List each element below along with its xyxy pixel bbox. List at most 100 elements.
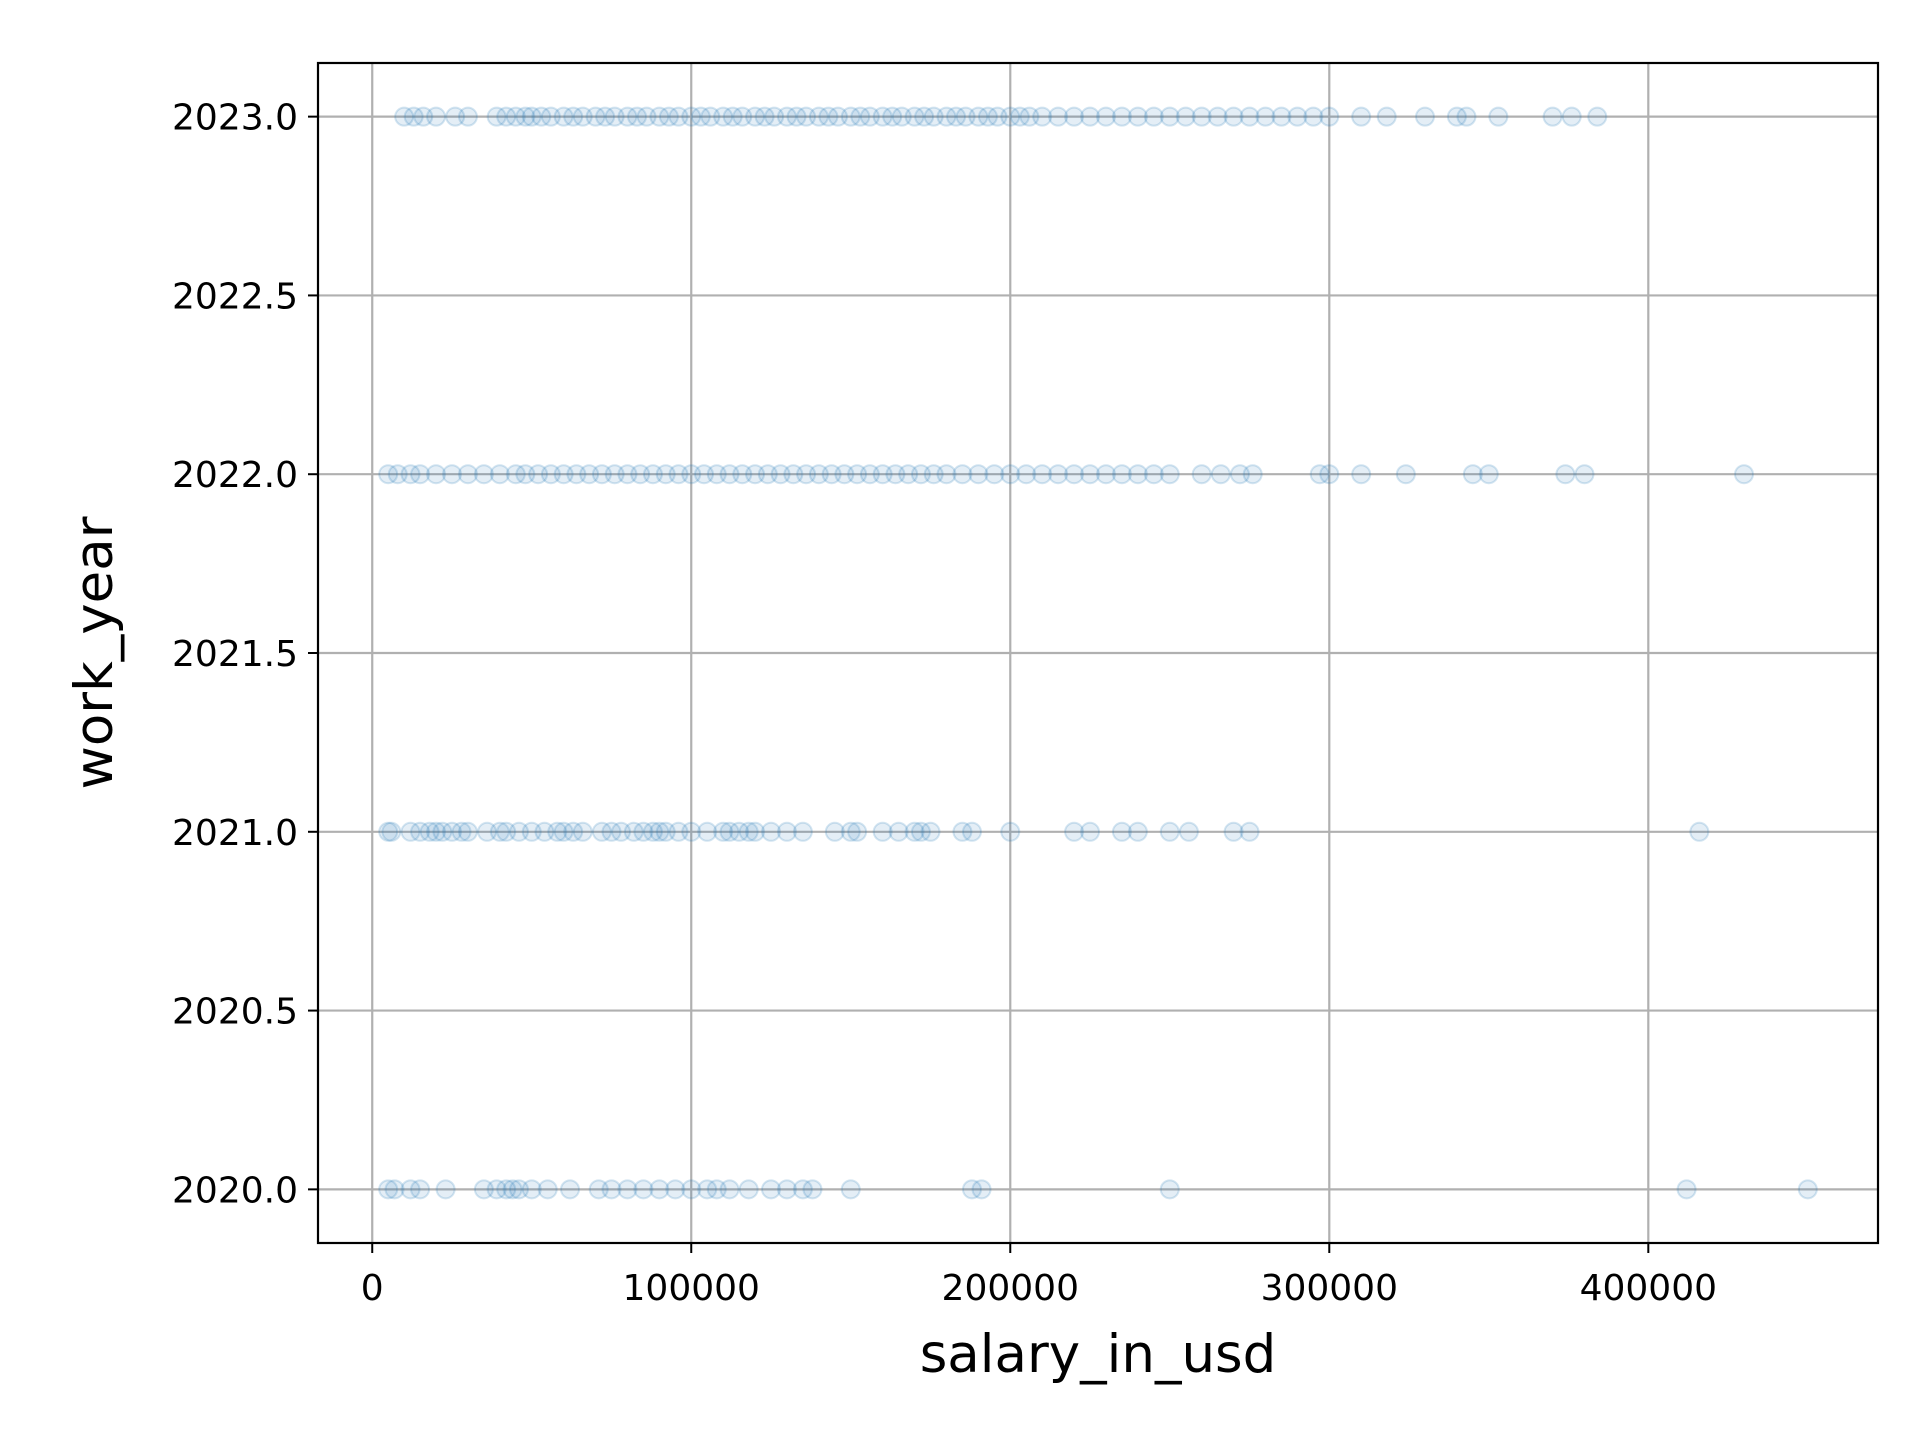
scatter-point (378, 821, 399, 842)
scatter-point (1351, 106, 1372, 127)
scatter-point (1689, 821, 1710, 842)
scatter-point (776, 1179, 797, 1200)
scatter-point (783, 464, 804, 485)
x-tick-label: 100000 (623, 1268, 760, 1309)
y-tick-label: 2021.0 (172, 813, 298, 854)
scatter-point (636, 106, 657, 127)
scatter-point (378, 464, 399, 485)
scatter-point (1095, 464, 1116, 485)
scatter-point (872, 821, 893, 842)
scatter-point (1111, 464, 1132, 485)
scatter-point (697, 821, 718, 842)
scatter-point (441, 464, 462, 485)
scatter-point (658, 106, 679, 127)
scatter-point (706, 1179, 727, 1200)
scatter-point (410, 821, 431, 842)
scatter-point (1676, 1179, 1697, 1200)
scatter-point (961, 1179, 982, 1200)
scatter-point (426, 821, 447, 842)
scatter-point (681, 464, 702, 485)
scatter-point (1191, 464, 1212, 485)
scatter-point (665, 1179, 686, 1200)
scatter-point (560, 1179, 581, 1200)
scatter-point (1143, 464, 1164, 485)
scatter-point (1210, 464, 1231, 485)
scatter-point (400, 464, 421, 485)
scatter-point (1395, 464, 1416, 485)
scatter-point (1239, 106, 1260, 127)
scatter-point (1000, 821, 1021, 842)
grid-lines (318, 63, 1878, 1243)
scatter-point (914, 106, 935, 127)
scatter-point (579, 464, 600, 485)
scatter-point (553, 464, 574, 485)
scatter-point (1000, 106, 1021, 127)
y-axis-title: work_year (64, 516, 125, 789)
scatter-point (776, 106, 797, 127)
scatter-point (473, 464, 494, 485)
scatter-point (595, 106, 616, 127)
scatter-point (1351, 464, 1372, 485)
scatter-point (745, 464, 766, 485)
scatter-point (1229, 464, 1250, 485)
scatter-point (882, 106, 903, 127)
scatter-point (971, 1179, 992, 1200)
scatter-point (1242, 464, 1263, 485)
scatter-point (1159, 821, 1180, 842)
x-tick-label: 400000 (1580, 1268, 1717, 1309)
y-tick-label: 2023.0 (172, 98, 298, 139)
scatter-point (630, 464, 651, 485)
scatter-point (537, 1179, 558, 1200)
scatter-point (604, 464, 625, 485)
scatter-point (633, 821, 654, 842)
scatter-point (952, 464, 973, 485)
scatter-point (445, 106, 466, 127)
x-tick-label: 0 (361, 1268, 384, 1309)
scatter-point (457, 821, 478, 842)
x-tick-label: 200000 (942, 1268, 1079, 1309)
scatter-point (792, 821, 813, 842)
scatter-point (681, 821, 702, 842)
scatter-point (426, 464, 447, 485)
scatter-point (496, 1179, 517, 1200)
scatter-point (489, 821, 510, 842)
scatter-point (722, 106, 743, 127)
scatter-point (655, 464, 676, 485)
scatter-point (457, 106, 478, 127)
scatter-point (591, 821, 612, 842)
scatter-point (1032, 464, 1053, 485)
scatter-point (528, 464, 549, 485)
scatter-point (681, 1179, 702, 1200)
scatter-point (738, 821, 759, 842)
scatter-point (384, 1179, 405, 1200)
scatter-point (642, 821, 663, 842)
scatter-point (1159, 106, 1180, 127)
scatter-point (617, 106, 638, 127)
scatter-point (694, 464, 715, 485)
scatter-point (904, 106, 925, 127)
scatter-point (729, 821, 750, 842)
scatter-point (502, 1179, 523, 1200)
scatter-point (553, 106, 574, 127)
scatter-point (1414, 106, 1435, 127)
scatter-point (840, 1179, 861, 1200)
scatter-point (649, 106, 670, 127)
scatter-point (850, 106, 871, 127)
scatter-point (642, 464, 663, 485)
scatter-point (761, 821, 782, 842)
scatter-point (534, 821, 555, 842)
scatter-point (486, 1179, 507, 1200)
scatter-point (1159, 464, 1180, 485)
scatter-point (885, 464, 906, 485)
scatter-point (486, 106, 507, 127)
scatter-point (1175, 106, 1196, 127)
scatter-point (719, 1179, 740, 1200)
x-tick-label: 300000 (1261, 1268, 1398, 1309)
scatter-point (441, 821, 462, 842)
scatter-point (1127, 464, 1148, 485)
scatter-point (1159, 1179, 1180, 1200)
scatter-point (977, 106, 998, 127)
y-tick-label: 2022.5 (172, 276, 298, 317)
